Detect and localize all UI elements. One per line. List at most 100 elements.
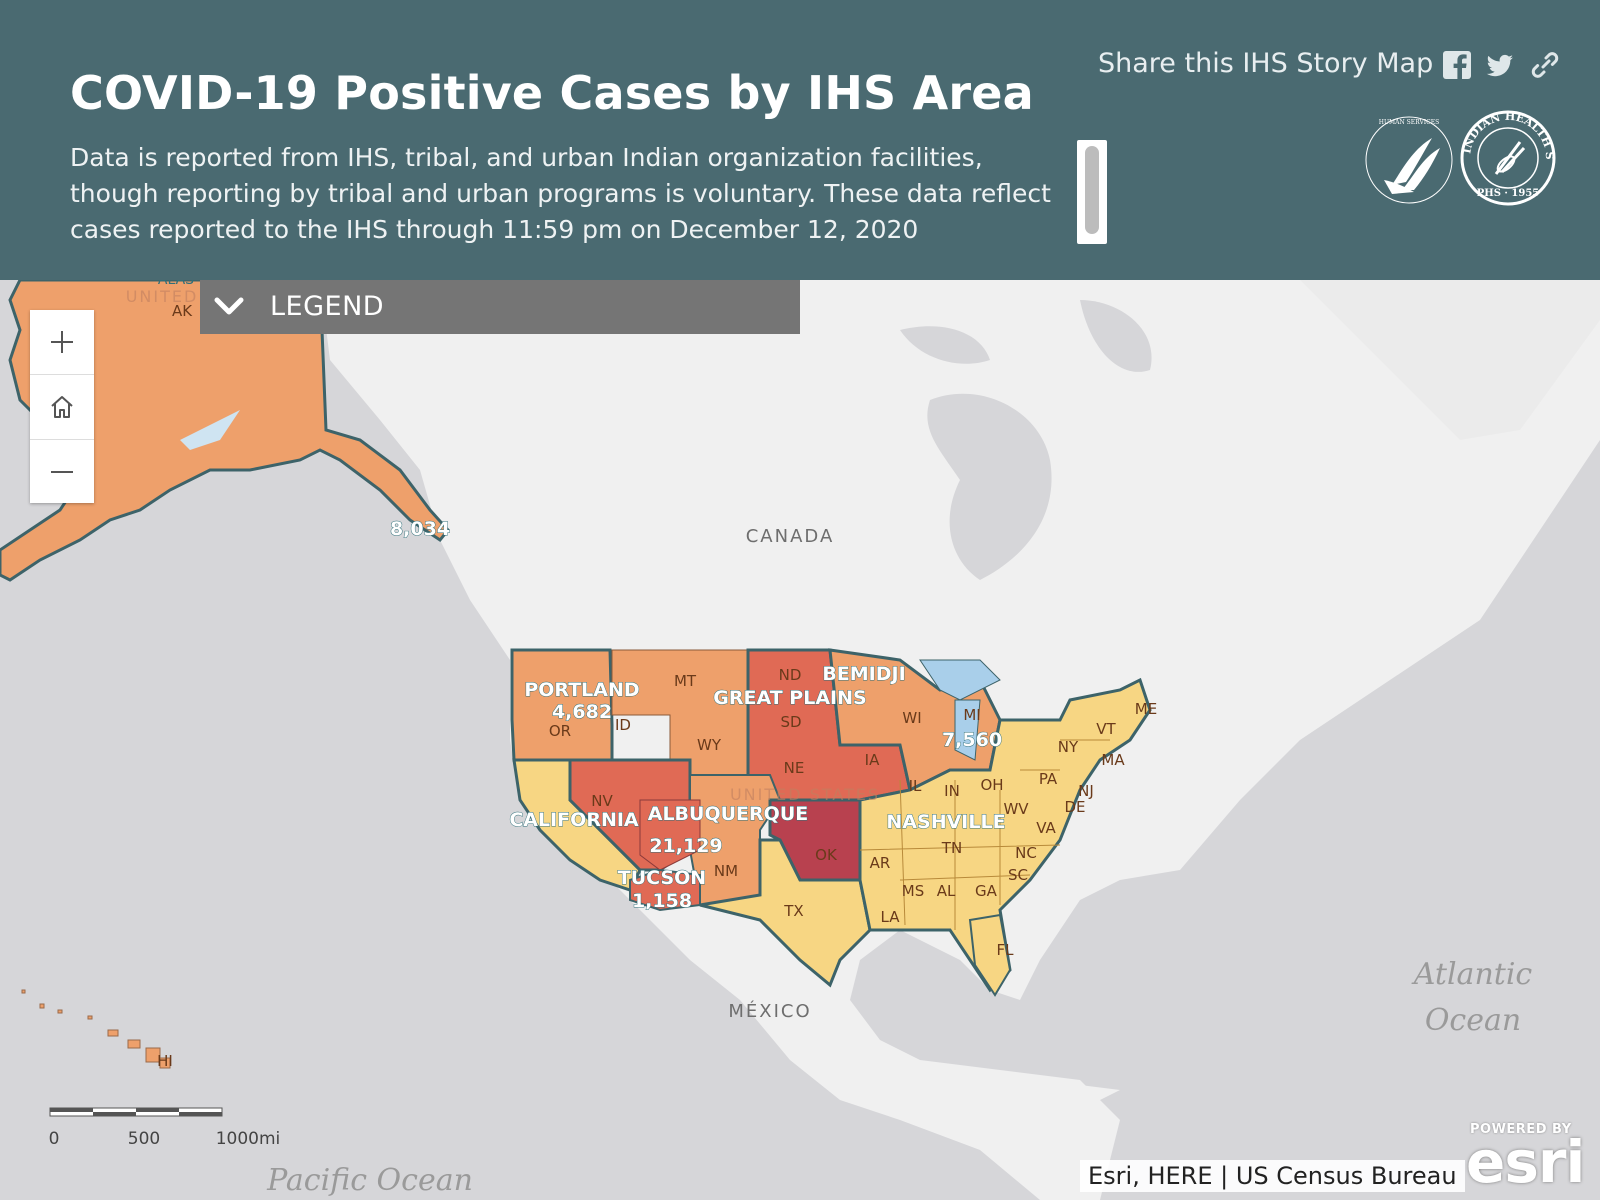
state-label-oh: OH bbox=[980, 776, 1003, 794]
state-label-nj: NJ bbox=[1078, 782, 1094, 800]
area-label-bemidji: BEMIDJI bbox=[822, 663, 905, 685]
zoom-controls bbox=[30, 310, 94, 503]
zoom-out-icon bbox=[51, 471, 73, 473]
area-label-albuquerque: ALBUQUERQUE bbox=[648, 803, 808, 825]
state-label-ia: IA bbox=[865, 751, 880, 769]
area-cases-navajo: 21,129 bbox=[649, 835, 722, 857]
area-label-great-plains: GREAT PLAINS bbox=[713, 687, 866, 709]
state-label-al: AL bbox=[937, 882, 956, 900]
nashville-state-borders bbox=[859, 739, 1110, 930]
area-label-tucson: TUCSON bbox=[618, 867, 706, 889]
share-label: Share this IHS Story Map bbox=[1098, 48, 1434, 79]
scale-tick-0: 0 bbox=[49, 1129, 60, 1149]
facebook-icon[interactable] bbox=[1442, 50, 1472, 80]
svg-text:INDIAN HEALTH SERVICE: INDIAN HEALTH SERVICE bbox=[1458, 108, 1556, 160]
state-label-wv: WV bbox=[1003, 800, 1029, 818]
label-alaska-partial: ALAS bbox=[158, 280, 194, 288]
area-cases-alaska: 8,034 bbox=[390, 518, 450, 540]
state-label-ga: GA bbox=[975, 882, 998, 900]
home-button[interactable] bbox=[30, 375, 94, 440]
hhs-seal-logo: HUMAN SERVICES bbox=[1365, 116, 1453, 204]
alaska-tundra-ice bbox=[180, 410, 240, 450]
scale-tick-500: 500 bbox=[128, 1129, 160, 1149]
area-label-portland: PORTLAND bbox=[524, 679, 639, 701]
chevron-down-icon bbox=[214, 297, 244, 315]
area-cases-bemidji: 7,560 bbox=[942, 729, 1002, 751]
texas-area bbox=[699, 838, 872, 988]
zoom-out-button[interactable] bbox=[30, 440, 94, 504]
label-alaska-united: UNITED bbox=[126, 287, 199, 306]
landmass-greenland bbox=[1300, 280, 1600, 440]
hudson-bay bbox=[927, 393, 1052, 580]
map-attribution[interactable]: Esri, HERE | US Census Bureau bbox=[1080, 1160, 1465, 1192]
state-label-de: DE bbox=[1064, 798, 1085, 816]
link-icon[interactable] bbox=[1530, 50, 1560, 80]
zoom-in-icon bbox=[51, 331, 73, 353]
state-label-pa: PA bbox=[1039, 770, 1058, 788]
arctic-water-2 bbox=[1080, 300, 1152, 372]
scale-tick-1000: 1000mi bbox=[216, 1129, 281, 1149]
state-label-hi: HI bbox=[157, 1052, 173, 1070]
label-atlantic: Atlantic bbox=[1411, 957, 1533, 992]
home-icon bbox=[51, 396, 73, 418]
nashville-area bbox=[858, 677, 1152, 993]
state-label-nd: ND bbox=[779, 666, 802, 684]
page-subtitle: Data is reported from IHS, tribal, and u… bbox=[70, 143, 1051, 244]
scrollbar-thumb[interactable] bbox=[1085, 146, 1099, 234]
state-label-la: LA bbox=[881, 908, 901, 926]
state-label-fl: FL bbox=[997, 941, 1015, 959]
scale-bar: 0 500 1000mi bbox=[49, 1107, 281, 1149]
svg-text:PHS · 1955: PHS · 1955 bbox=[1477, 188, 1540, 199]
area-label-california: CALIFORNIA bbox=[509, 809, 639, 831]
navajo-area bbox=[639, 799, 701, 871]
state-label-ak: AK bbox=[172, 302, 193, 320]
state-label-wi: WI bbox=[902, 709, 921, 727]
label-mexico: MÉXICO bbox=[728, 1000, 811, 1022]
state-label-nc: NC bbox=[1015, 844, 1037, 862]
state-label-ok: OK bbox=[815, 846, 838, 864]
state-label-ar: AR bbox=[870, 854, 891, 872]
state-label-ma: MA bbox=[1101, 751, 1125, 769]
state-label-me: ME bbox=[1135, 700, 1157, 718]
state-label-in: IN bbox=[944, 782, 960, 800]
state-label-tx: TX bbox=[783, 902, 803, 920]
state-label-ne: NE bbox=[784, 759, 805, 777]
header-panel: COVID-19 Positive Cases by IHS Area Data… bbox=[0, 0, 1600, 280]
esri-logo[interactable]: esri bbox=[1466, 1128, 1585, 1196]
state-label-nv: NV bbox=[591, 792, 613, 810]
arctic-water bbox=[900, 326, 990, 364]
ihs-seal-logo: INDIAN HEALTH SERVICE PHS · 1955 bbox=[1458, 108, 1556, 206]
twitter-icon[interactable] bbox=[1485, 50, 1515, 80]
state-label-id: ID bbox=[615, 716, 631, 734]
state-label-sd: SD bbox=[780, 713, 801, 731]
subtitle-scrollbar[interactable] bbox=[1077, 140, 1107, 244]
legend-toggle[interactable]: LEGEND bbox=[200, 280, 800, 334]
state-label-sc: SC bbox=[1008, 866, 1028, 884]
svg-text:HUMAN SERVICES: HUMAN SERVICES bbox=[1379, 119, 1440, 126]
state-label-tn: TN bbox=[941, 839, 962, 857]
state-label-vt: VT bbox=[1096, 720, 1116, 738]
state-label-or: OR bbox=[549, 722, 571, 740]
legend-label: LEGEND bbox=[270, 291, 385, 322]
zoom-in-button[interactable] bbox=[30, 310, 94, 375]
state-label-wy: WY bbox=[697, 736, 722, 754]
state-label-mi: MI bbox=[963, 706, 980, 724]
state-label-ms: MS bbox=[902, 882, 924, 900]
state-label-il: IL bbox=[909, 777, 922, 795]
state-label-va: VA bbox=[1036, 819, 1056, 837]
state-label-ny: NY bbox=[1058, 738, 1079, 756]
label-atlantic-ocean: Ocean bbox=[1425, 1003, 1521, 1038]
area-cases-portland: 4,682 bbox=[552, 701, 612, 723]
label-united-states: UNITED STATES bbox=[730, 785, 880, 804]
label-pacific-ocean: Pacific Ocean bbox=[266, 1163, 473, 1198]
page-title: COVID-19 Positive Cases by IHS Area bbox=[70, 66, 1034, 120]
map-view[interactable]: CANADA MÉXICO Atlantic Ocean Pacific Oce… bbox=[0, 280, 1600, 1200]
area-label-nashville: NASHVILLE bbox=[886, 811, 1005, 833]
state-label-mt: MT bbox=[674, 672, 697, 690]
powered-by-label: POWERED BY bbox=[1470, 1122, 1572, 1137]
area-cases-tucson: 1,158 bbox=[632, 890, 692, 912]
caribbean-islands bbox=[1000, 1080, 1120, 1100]
label-canada: CANADA bbox=[746, 526, 835, 547]
florida bbox=[968, 913, 1012, 997]
state-label-nm: NM bbox=[714, 862, 738, 880]
